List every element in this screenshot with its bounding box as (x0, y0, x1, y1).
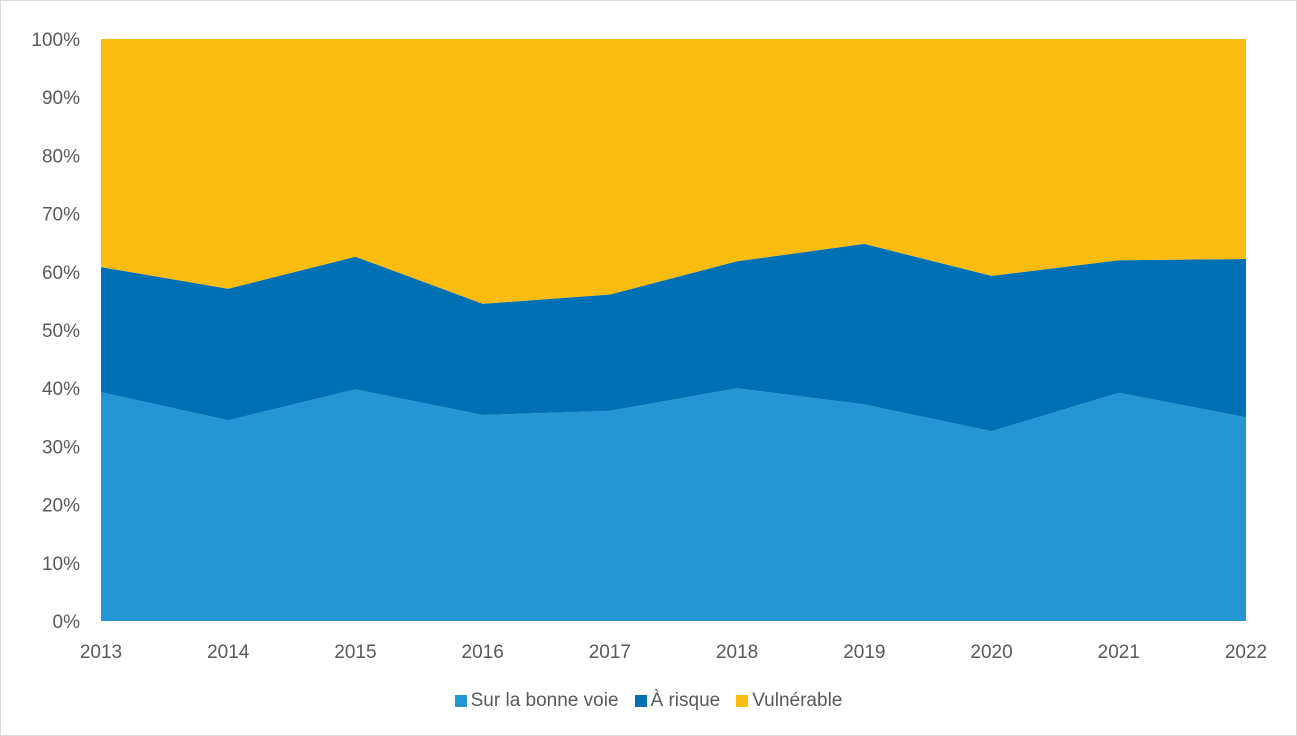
x-tick-label: 2013 (80, 642, 122, 663)
legend-item-1: À risque (634, 690, 721, 712)
y-tick-label: 60% (42, 263, 80, 284)
area-series-2 (101, 39, 1246, 304)
legend-swatch (634, 695, 647, 707)
legend: Sur la bonne voie À risque Vulnérable (0, 690, 1297, 712)
x-tick-label: 2016 (462, 642, 504, 663)
legend-item-0: Sur la bonne voie (454, 690, 619, 712)
y-tick-label: 0% (53, 612, 81, 633)
legend-label: Vulnérable (752, 690, 843, 711)
x-tick-label: 2022 (1225, 642, 1267, 663)
x-tick-label: 2018 (716, 642, 758, 663)
y-axis: 0% 10% 20% 30% 40% 50% 60% 70% 80% 90% 100% (31, 30, 80, 633)
area-series-0 (101, 388, 1246, 621)
x-tick-label: 2014 (207, 642, 250, 663)
y-tick-label: 20% (42, 496, 80, 517)
x-tick-label: 2019 (843, 642, 885, 663)
y-tick-label: 70% (42, 205, 80, 226)
x-axis: 2013 2014 2015 2016 2017 2018 2019 2020 2021 2022 (80, 642, 1267, 663)
legend-label: Sur la bonne voie (470, 690, 619, 711)
y-tick-label: 90% (42, 88, 80, 109)
y-tick-label: 80% (42, 146, 80, 167)
legend-label: À risque (650, 690, 721, 711)
x-tick-label: 2017 (589, 642, 631, 663)
y-tick-label: 100% (31, 30, 80, 51)
legend-swatch (736, 695, 749, 707)
y-tick-label: 10% (42, 554, 80, 575)
area-series-1 (101, 243, 1246, 432)
y-tick-label: 50% (42, 321, 80, 342)
x-tick-label: 2020 (970, 642, 1012, 663)
area-series-layer (101, 39, 1246, 621)
y-tick-label: 30% (42, 437, 80, 458)
x-tick-label: 2021 (1098, 642, 1140, 663)
y-tick-label: 40% (42, 379, 80, 400)
x-tick-label: 2015 (334, 642, 376, 663)
legend-item-2: Vulnérable (736, 690, 842, 712)
legend-swatch (454, 695, 467, 707)
